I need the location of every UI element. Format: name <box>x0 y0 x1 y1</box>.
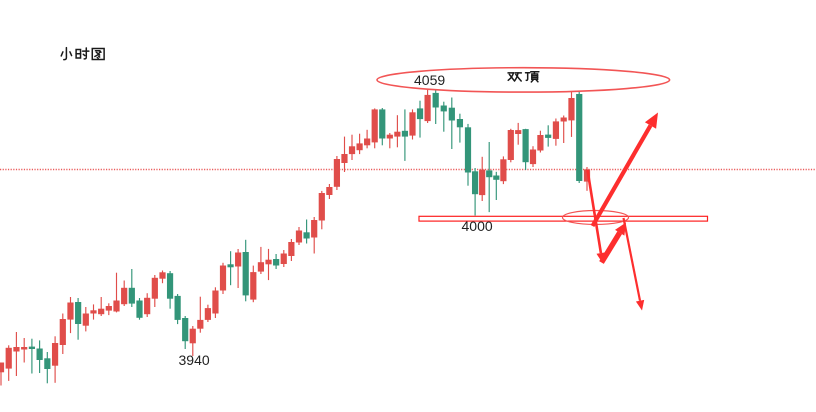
svg-text:4059: 4059 <box>414 72 445 88</box>
svg-text:4000: 4000 <box>462 218 493 234</box>
svg-text:3940: 3940 <box>179 352 210 368</box>
